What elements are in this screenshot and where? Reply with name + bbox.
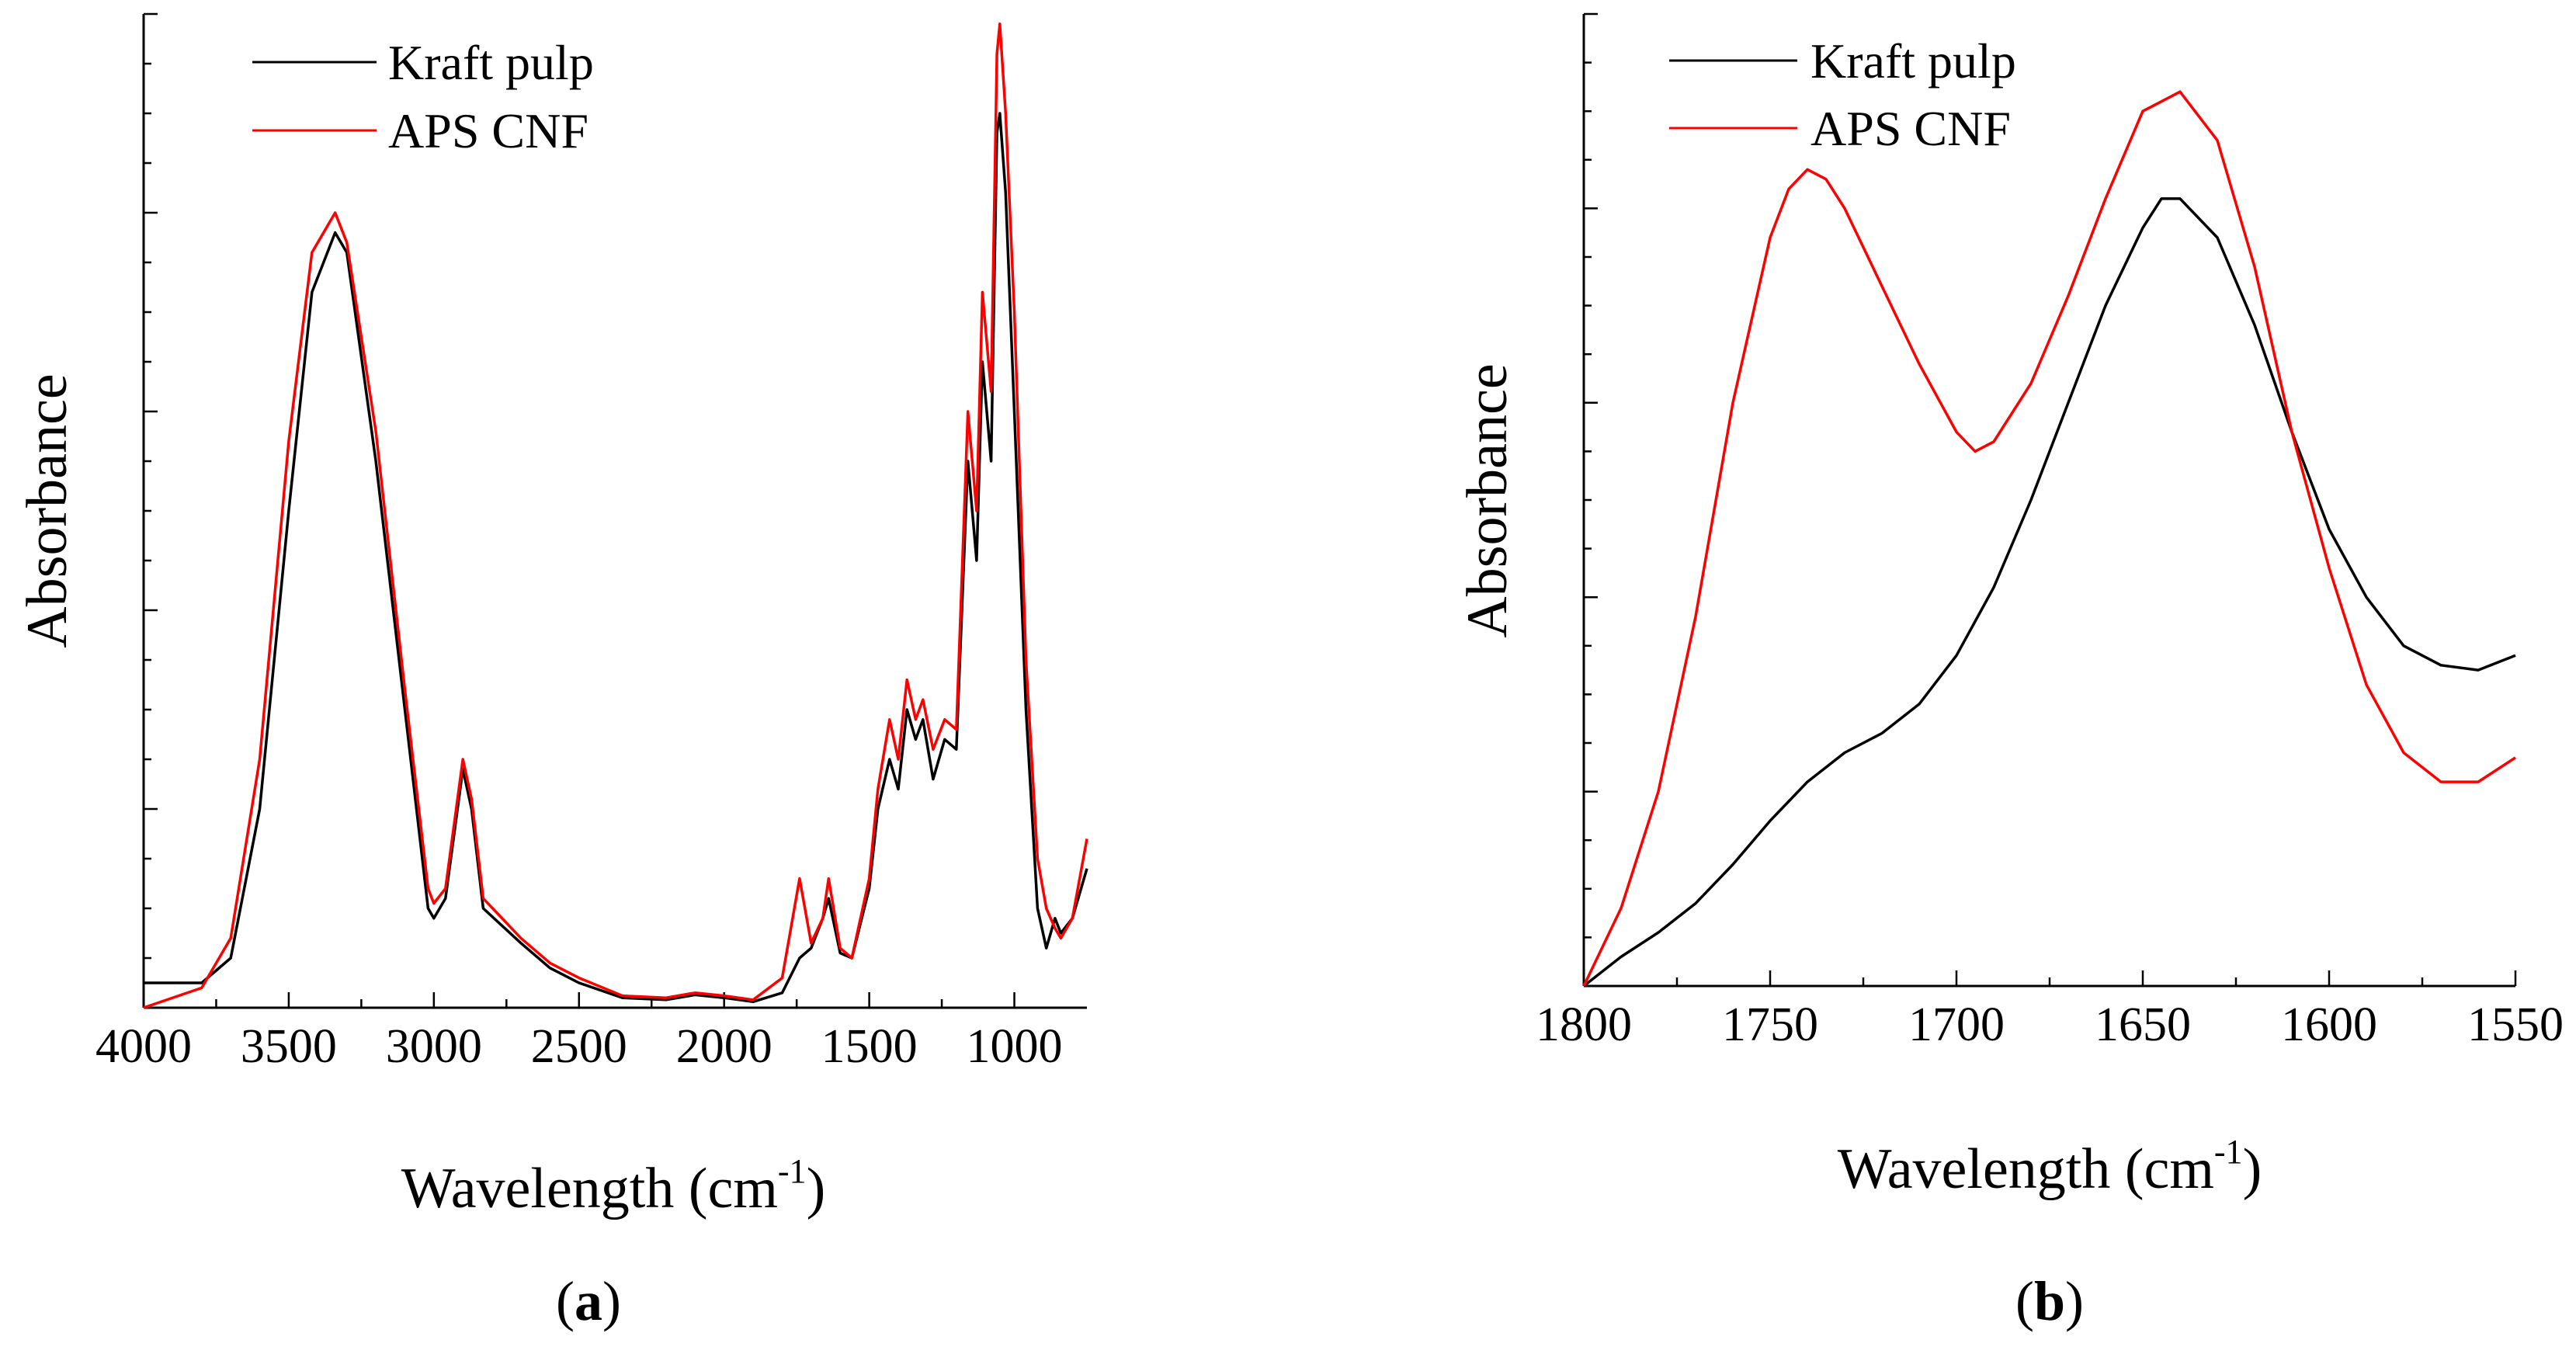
panel-b-legend: Kraft pulp APS CNF	[1669, 33, 2016, 156]
x-tick-label: 2500	[531, 1020, 627, 1073]
x-tick-label: 1000	[967, 1020, 1063, 1073]
panel-b-x-axis-title-main: Wavelength (cm	[1838, 1137, 2214, 1201]
panel-a-legend-label-kraft: Kraft pulp	[388, 35, 594, 90]
series-line-kraft-pulp	[1582, 197, 2516, 988]
panel-b-x-axis-title-sup: -1	[2214, 1133, 2243, 1171]
x-tick-label: 1550	[2467, 998, 2564, 1051]
x-tick-label: 1800	[1536, 998, 1632, 1051]
panel-b-series	[1582, 90, 2516, 988]
panel-a-x-ticks: 4000 3500 3000 2500 2000 1500 1000	[95, 992, 1063, 1073]
x-tick-label: 1750	[1722, 998, 1818, 1051]
x-tick-label: 3000	[386, 1020, 482, 1073]
panel-b-legend-label-aps: APS CNF	[1810, 101, 2011, 156]
panel-b: 1800 1750 1700 1650 1600 1550 Kraft pulp APS …	[1456, 12, 2564, 1332]
panel-a-legend: Kraft pulp APS CNF	[252, 35, 594, 158]
panel-b-legend-label-kraft: Kraft pulp	[1810, 33, 2016, 89]
x-tick-label: 1700	[1908, 998, 2005, 1051]
x-tick-label: 1600	[2281, 998, 2377, 1051]
panel-b-x-axis-title-close: )	[2243, 1137, 2262, 1201]
panel-a-legend-label-aps: APS CNF	[388, 103, 588, 158]
panel-b-x-ticks: 1800 1750 1700 1650 1600 1550	[1536, 970, 2564, 1051]
x-tick-label: 2000	[676, 1020, 772, 1073]
panel-a-series	[143, 23, 1088, 1009]
series-line-aps-cnf	[1582, 90, 2516, 987]
panel-b-y-axis-title: Absorbance	[1456, 363, 1519, 637]
x-tick-label: 3500	[241, 1020, 337, 1073]
panel-b-x-axis-title: Wavelength (cm-1)	[1838, 1133, 2262, 1201]
x-tick-label: 1650	[2095, 998, 2191, 1051]
panel-b-label: (b)	[2015, 1270, 2084, 1332]
series-line-kraft-pulp	[144, 112, 1088, 1004]
panel-a-label: (a)	[556, 1270, 621, 1332]
x-tick-label: 1500	[821, 1020, 918, 1073]
panel-b-y-ticks	[1584, 12, 1598, 939]
panel-a-x-axis-title-sup: -1	[778, 1152, 807, 1190]
panel-a-x-axis-title-close: )	[807, 1157, 826, 1220]
panel-a-x-axis-title: Wavelength (cm-1)	[401, 1152, 825, 1220]
series-line-aps-cnf	[143, 23, 1088, 1009]
panel-a-y-ticks	[144, 12, 158, 960]
panel-a-x-axis-title-main: Wavelength (cm	[401, 1157, 778, 1220]
x-tick-label: 4000	[95, 1020, 192, 1073]
panel-a: 4000 3500 3000 2500 2000 1500 1000 Kraft pulp …	[16, 12, 1088, 1332]
panel-a-y-axis-title: Absorbance	[16, 373, 79, 647]
